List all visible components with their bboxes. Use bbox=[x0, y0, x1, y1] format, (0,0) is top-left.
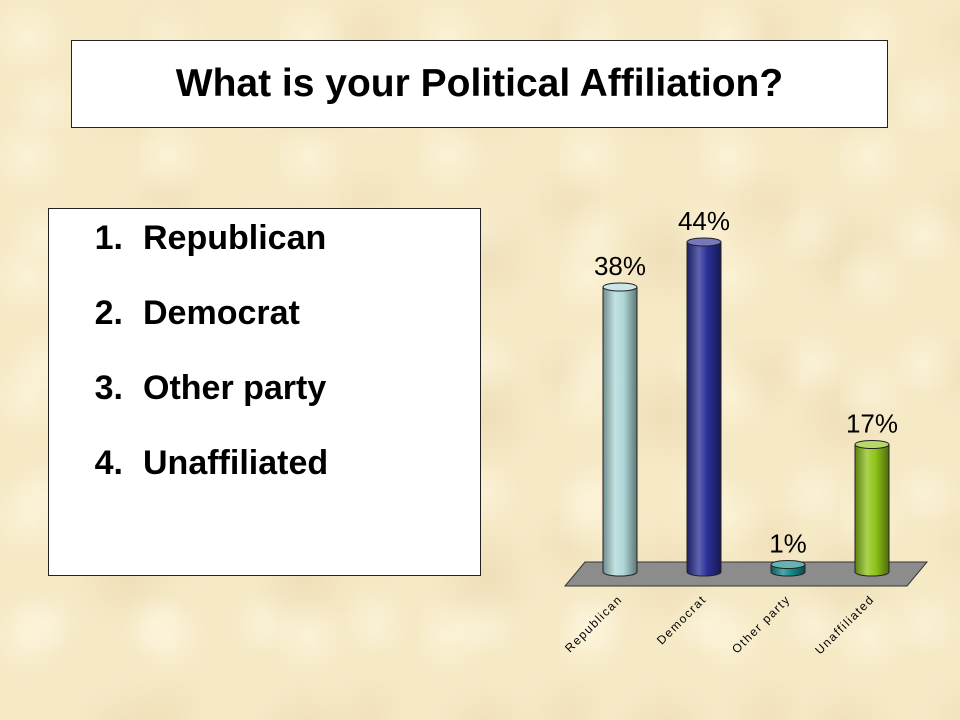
list-item: 2. Democrat bbox=[49, 294, 480, 369]
x-tick-label: Other party bbox=[729, 592, 793, 656]
chart-floor bbox=[563, 561, 929, 587]
list-item-number: 3. bbox=[94, 369, 123, 407]
list-item-label: Republican bbox=[143, 219, 327, 257]
bar-top bbox=[602, 282, 638, 292]
x-tick-label: Republican bbox=[562, 592, 625, 655]
list-item-label: Democrat bbox=[143, 294, 300, 332]
list-item-number: 4. bbox=[94, 444, 123, 482]
data-label: 44% bbox=[678, 206, 730, 236]
list-item: 3. Other party bbox=[49, 369, 480, 444]
bar-top bbox=[854, 440, 890, 449]
bar-chart: 38% Republican 44% Democrat 1% Other party 17%… bbox=[562, 206, 929, 657]
bar bbox=[602, 286, 638, 577]
bar bbox=[686, 241, 722, 577]
list-item-label: Other party bbox=[143, 369, 327, 407]
bar-group bbox=[770, 560, 806, 577]
data-label: 38% bbox=[594, 251, 646, 281]
list-item-label: Unaffiliated bbox=[143, 444, 329, 482]
bar-top bbox=[770, 560, 806, 569]
x-tick-label: Unaffiliated bbox=[812, 592, 877, 657]
list-item: 1. Republican bbox=[49, 219, 480, 294]
list-item: 4. Unaffiliated bbox=[49, 444, 480, 519]
data-label: 17% bbox=[846, 409, 898, 439]
bar-group bbox=[686, 237, 722, 577]
title-box: What is your Political Affiliation? bbox=[71, 40, 888, 128]
bar-top bbox=[686, 237, 722, 247]
bar-group bbox=[602, 282, 638, 577]
x-tick-label: Democrat bbox=[654, 592, 709, 647]
bar bbox=[854, 444, 890, 577]
page-title: What is your Political Affiliation? bbox=[175, 62, 784, 105]
list-item-number: 1. bbox=[94, 219, 123, 257]
data-label: 1% bbox=[769, 529, 807, 559]
list-item-number: 2. bbox=[94, 294, 123, 332]
options-list: 1. Republican 2. Democrat 3. Other party… bbox=[48, 208, 481, 576]
bar-group bbox=[854, 440, 890, 577]
